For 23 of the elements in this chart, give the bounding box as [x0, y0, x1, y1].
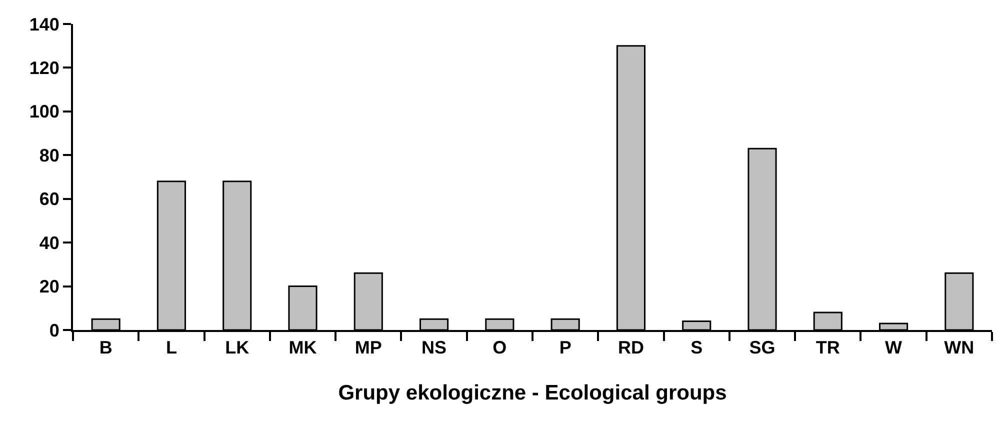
- x-tick-label: WN: [944, 338, 974, 358]
- y-tick-label: 140: [29, 14, 60, 34]
- y-tick-label: 120: [29, 58, 60, 78]
- x-tick-label: LK: [225, 338, 250, 358]
- x-tick-label: TR: [816, 338, 840, 358]
- y-tick-label: 40: [39, 232, 60, 253]
- x-tick-label: RD: [618, 338, 644, 358]
- y-tick-label: 100: [29, 102, 60, 122]
- x-axis-title: Grupy ekologiczne - Ecological groups: [338, 381, 727, 404]
- x-tick-label: S: [690, 338, 703, 358]
- x-tick-label: L: [166, 338, 177, 358]
- x-tick-label: O: [492, 338, 507, 358]
- x-tick-label: P: [559, 338, 572, 358]
- x-tick-label: SG: [749, 338, 776, 358]
- x-tick-label: MK: [288, 338, 317, 358]
- x-tick-label: W: [885, 338, 902, 358]
- y-tick-label: 80: [39, 145, 60, 166]
- y-tick-label: 0: [49, 320, 60, 340]
- x-tick-label: NS: [422, 338, 447, 358]
- x-tick-label: MP: [354, 338, 382, 358]
- y-tick-label: 60: [39, 189, 60, 210]
- y-tick-label: 20: [39, 276, 60, 297]
- x-tick-label: B: [99, 338, 112, 358]
